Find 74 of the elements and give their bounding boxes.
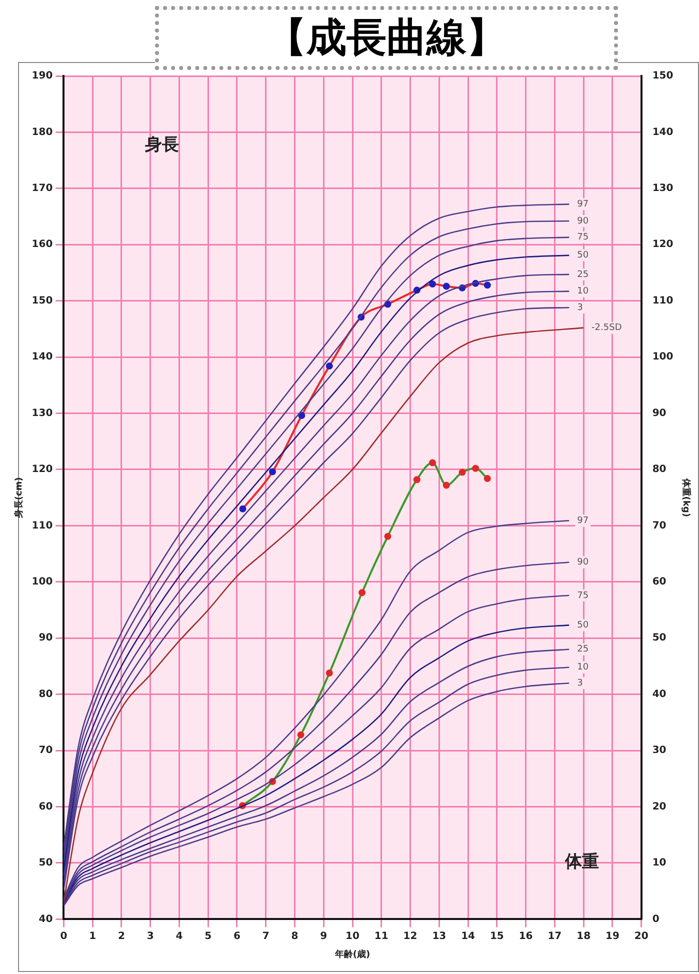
y2-axis-title: 体重(kg) [680, 477, 692, 517]
series-label: 97 [577, 200, 589, 210]
y-tick-label: 120 [32, 464, 53, 476]
y2-tick-label: 20 [652, 801, 666, 812]
y-tick-label: 140 [32, 352, 53, 363]
y2-tick-label: 30 [652, 745, 666, 756]
y2-tick-label: 150 [652, 70, 674, 82]
y2-tick-label: 90 [652, 408, 666, 419]
series-label: 25 [577, 270, 589, 280]
y2-tick-label: 100 [652, 352, 674, 363]
x-tick-label: 9 [320, 930, 328, 942]
y2-tick-label: 70 [652, 520, 666, 532]
x-axis-title: 年齢(歳) [334, 948, 370, 960]
series-label: 97 [577, 516, 589, 526]
y2-tick-label: 60 [652, 576, 666, 588]
y2-tick-label: 120 [652, 239, 674, 250]
x-tick-label: 20 [634, 930, 648, 942]
series-label: 90 [577, 216, 589, 226]
y-tick-label: 170 [32, 183, 53, 194]
y-tick-label: 160 [32, 239, 53, 250]
y-tick-label: 110 [32, 520, 53, 532]
y2-tick-label: 110 [652, 295, 674, 306]
series-label: 90 [577, 558, 589, 568]
y-tick-label: 150 [32, 295, 53, 306]
x-tick-label: 1 [89, 930, 96, 942]
y-tick-label: 90 [38, 632, 53, 644]
series-label: 3 [577, 678, 583, 688]
x-tick-label: 10 [346, 930, 360, 942]
y-tick-label: 50 [38, 858, 53, 869]
x-tick-label: 2 [118, 930, 125, 942]
y2-tick-label: 0 [652, 914, 660, 925]
y2-tick-label: 40 [652, 688, 666, 700]
series-label: 10 [577, 662, 589, 673]
chart-title: 【成長曲線】 [266, 14, 508, 63]
y-tick-label: 60 [38, 801, 53, 812]
x-tick-label: 15 [490, 930, 504, 942]
series-label: 75 [577, 232, 589, 243]
series-label: 50 [577, 250, 589, 261]
x-tick-label: 5 [204, 930, 212, 942]
annotation: 身長 [145, 134, 179, 156]
x-tick-label: 6 [233, 930, 240, 942]
y-tick-label: 80 [38, 688, 53, 700]
x-tick-label: 8 [291, 930, 298, 942]
y2-tick-label: 130 [652, 183, 674, 194]
x-tick-label: 13 [432, 930, 446, 942]
x-tick-label: 11 [374, 930, 388, 942]
x-tick-label: 18 [576, 930, 591, 942]
y-tick-label: 70 [38, 745, 53, 756]
x-tick-label: 17 [548, 930, 562, 942]
series-label: 10 [577, 286, 589, 297]
x-tick-label: 3 [146, 930, 154, 942]
y2-tick-label: 80 [652, 464, 666, 476]
y-axis-title: 身長(cm) [14, 477, 25, 520]
x-tick-label: 19 [605, 930, 620, 942]
series-label: -2.5SD [592, 323, 622, 334]
annotation: 体重 [565, 851, 599, 873]
x-tick-label: 14 [461, 930, 476, 942]
x-tick-label: 7 [262, 930, 270, 942]
series-label: 3 [577, 302, 583, 313]
y2-tick-label: 50 [652, 632, 666, 644]
x-tick-label: 12 [403, 930, 418, 942]
series-label: 25 [577, 644, 589, 655]
x-tick-label: 4 [176, 930, 183, 942]
y-tick-label: 130 [32, 408, 53, 419]
y-tick-label: 190 [32, 70, 53, 82]
series-label: 50 [577, 620, 589, 631]
series-label: 75 [577, 590, 589, 601]
y-tick-label: 40 [38, 914, 53, 925]
y2-tick-label: 140 [652, 126, 674, 138]
x-tick-label: 0 [60, 930, 68, 942]
y-tick-label: 100 [32, 576, 53, 588]
y2-tick-label: 10 [652, 858, 666, 869]
x-tick-label: 16 [518, 930, 533, 942]
y-tick-label: 180 [32, 126, 53, 138]
